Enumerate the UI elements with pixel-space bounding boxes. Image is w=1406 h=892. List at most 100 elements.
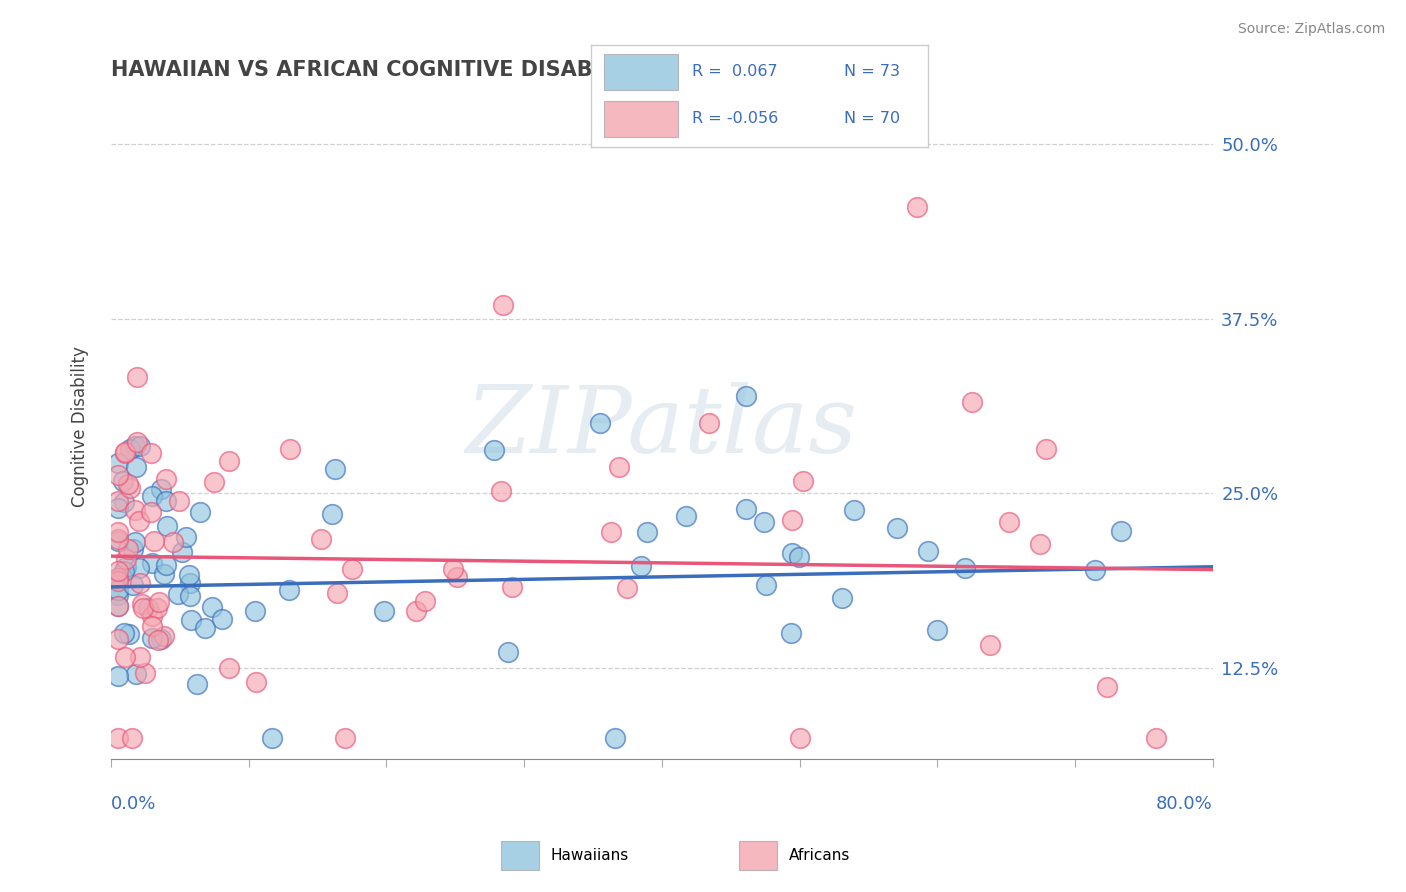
Point — [107, 668, 129, 682]
Point — [112, 625, 135, 640]
Point — [755, 578, 778, 592]
Point — [960, 395, 983, 409]
Point — [127, 370, 149, 384]
Point — [156, 519, 179, 533]
Point — [149, 482, 172, 496]
Point — [675, 508, 697, 523]
Point — [441, 562, 464, 576]
Point — [128, 649, 150, 664]
Point — [107, 456, 129, 470]
Point — [148, 633, 170, 648]
Point — [1144, 731, 1167, 745]
Point — [107, 731, 129, 745]
Point — [1084, 563, 1107, 577]
Point — [114, 444, 136, 458]
Text: 80.0%: 80.0% — [1156, 796, 1213, 814]
Point — [373, 604, 395, 618]
Point — [115, 552, 138, 566]
Point — [107, 599, 129, 613]
Point — [155, 472, 177, 486]
Point — [321, 508, 343, 522]
FancyBboxPatch shape — [605, 54, 678, 90]
Point — [831, 591, 853, 605]
Point — [141, 632, 163, 646]
Point — [174, 530, 197, 544]
Point — [607, 459, 630, 474]
Text: R =  0.067: R = 0.067 — [692, 63, 778, 78]
Point — [136, 600, 159, 615]
Point — [120, 481, 142, 495]
Point — [998, 515, 1021, 529]
Point — [492, 298, 515, 312]
Point — [179, 575, 201, 590]
Point — [115, 560, 138, 574]
Point — [501, 580, 523, 594]
Point — [782, 546, 804, 560]
Point — [128, 561, 150, 575]
Point — [170, 545, 193, 559]
Point — [128, 576, 150, 591]
Point — [179, 589, 201, 603]
Point — [107, 524, 129, 539]
Point — [124, 535, 146, 549]
Point — [131, 598, 153, 612]
Point — [107, 532, 129, 546]
Point — [107, 467, 129, 482]
Point — [128, 515, 150, 529]
Point — [107, 501, 129, 516]
Point — [129, 439, 152, 453]
Point — [188, 505, 211, 519]
Point — [121, 578, 143, 592]
Text: N = 70: N = 70 — [844, 111, 900, 126]
Point — [917, 543, 939, 558]
Point — [925, 623, 948, 637]
Point — [167, 494, 190, 508]
Point — [245, 674, 267, 689]
Point — [1111, 524, 1133, 538]
Point — [600, 525, 623, 540]
Point — [125, 435, 148, 450]
Point — [148, 595, 170, 609]
Text: N = 73: N = 73 — [844, 63, 900, 78]
Point — [842, 502, 865, 516]
Point — [134, 665, 156, 680]
Point — [616, 581, 638, 595]
Point — [491, 484, 513, 499]
Point — [107, 571, 129, 585]
Point — [132, 601, 155, 615]
Point — [630, 559, 652, 574]
Point — [107, 632, 129, 646]
Text: HAWAIIAN VS AFRICAN COGNITIVE DISABILITY CORRELATION CHART: HAWAIIAN VS AFRICAN COGNITIVE DISABILITY… — [111, 60, 907, 79]
Point — [162, 534, 184, 549]
Point — [277, 582, 299, 597]
Point — [333, 731, 356, 745]
Point — [122, 542, 145, 557]
Point — [243, 604, 266, 618]
Point — [218, 661, 240, 675]
Point — [589, 417, 612, 431]
Point — [787, 550, 810, 565]
Point — [482, 442, 505, 457]
Point — [413, 593, 436, 607]
Y-axis label: Cognitive Disability: Cognitive Disability — [72, 346, 89, 508]
Point — [141, 619, 163, 633]
Text: 0.0%: 0.0% — [111, 796, 156, 814]
Point — [792, 474, 814, 488]
Text: R = -0.056: R = -0.056 — [692, 111, 778, 126]
Point — [886, 521, 908, 535]
Point — [107, 533, 129, 548]
Point — [139, 445, 162, 459]
Point — [177, 568, 200, 582]
Point — [152, 629, 174, 643]
Point — [603, 731, 626, 745]
Point — [309, 533, 332, 547]
Point — [405, 604, 427, 618]
Point — [107, 570, 129, 584]
Point — [262, 731, 284, 745]
Point — [735, 502, 758, 516]
Point — [125, 460, 148, 475]
Point — [202, 475, 225, 489]
Point — [141, 505, 163, 519]
Point — [121, 731, 143, 745]
Point — [114, 649, 136, 664]
